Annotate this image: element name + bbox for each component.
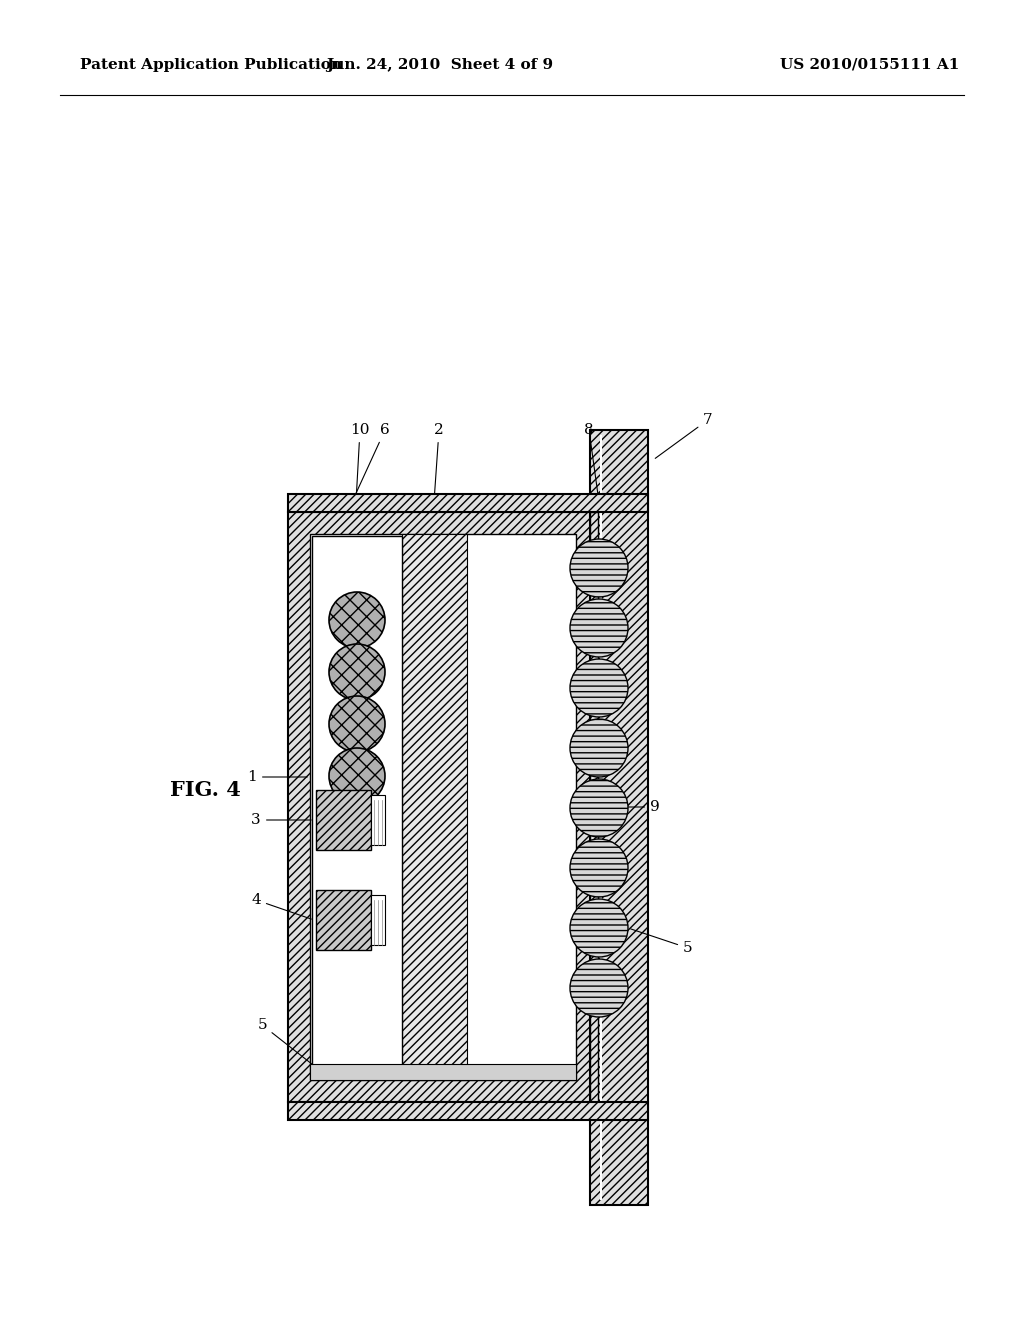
Bar — [600, 436, 602, 1200]
Text: US 2010/0155111 A1: US 2010/0155111 A1 — [780, 58, 959, 73]
Bar — [288, 494, 648, 512]
Text: 2: 2 — [434, 422, 443, 499]
Circle shape — [570, 659, 628, 717]
Circle shape — [329, 591, 385, 648]
Bar — [316, 789, 371, 850]
Bar — [371, 795, 385, 845]
Bar — [312, 536, 402, 1078]
Text: 1: 1 — [247, 770, 307, 784]
Text: 5: 5 — [257, 1018, 319, 1071]
Circle shape — [570, 899, 628, 957]
Bar — [310, 535, 575, 1080]
Bar — [310, 1064, 575, 1080]
Circle shape — [570, 779, 628, 837]
Circle shape — [329, 748, 385, 804]
Bar — [288, 512, 598, 1102]
Circle shape — [570, 840, 628, 898]
Text: Jun. 24, 2010  Sheet 4 of 9: Jun. 24, 2010 Sheet 4 of 9 — [327, 58, 554, 73]
Bar — [590, 512, 598, 1102]
Text: 10: 10 — [350, 422, 370, 499]
Circle shape — [329, 644, 385, 700]
Circle shape — [570, 599, 628, 657]
Text: FIG. 4: FIG. 4 — [170, 780, 241, 800]
Circle shape — [329, 696, 385, 752]
Text: 6: 6 — [353, 422, 390, 499]
Bar — [316, 890, 371, 950]
Text: 7: 7 — [655, 413, 713, 458]
Circle shape — [570, 539, 628, 597]
Bar — [590, 430, 648, 1205]
Circle shape — [570, 719, 628, 777]
Text: 3: 3 — [251, 813, 311, 828]
Bar — [402, 535, 467, 1080]
Text: Patent Application Publication: Patent Application Publication — [80, 58, 342, 73]
Text: 9: 9 — [598, 800, 659, 814]
Bar — [371, 895, 385, 945]
Text: 5: 5 — [631, 929, 692, 954]
Text: 4: 4 — [251, 894, 311, 919]
Text: 8: 8 — [584, 422, 599, 499]
Circle shape — [570, 960, 628, 1016]
Bar — [288, 1102, 648, 1119]
